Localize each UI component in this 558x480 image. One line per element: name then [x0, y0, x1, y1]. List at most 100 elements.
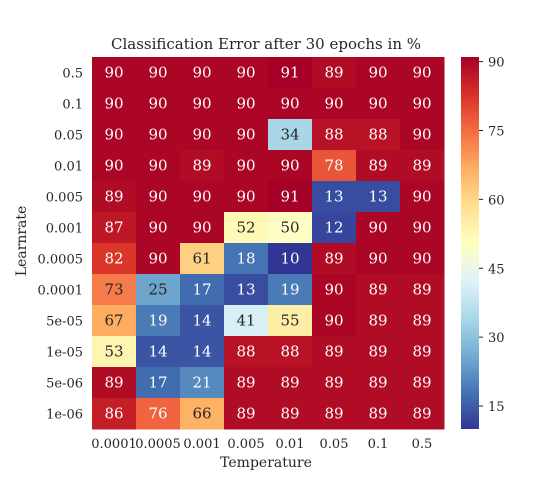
heatmap-cell — [180, 243, 225, 275]
y-tick-label: 5e-06 — [46, 377, 83, 392]
heatmap-cell — [136, 181, 181, 213]
heatmap-cell — [400, 305, 445, 337]
heatmap-cell — [400, 243, 445, 275]
heatmap-cell — [180, 181, 225, 213]
heatmap-cell — [136, 274, 181, 306]
cell-value-label: 89 — [192, 157, 211, 175]
heatmap-cell — [224, 274, 269, 306]
cell-value-label: 19 — [280, 281, 299, 299]
heatmap-cell — [92, 150, 137, 182]
heatmap-cell — [400, 119, 445, 151]
cell-value-label: 14 — [148, 343, 167, 361]
cell-value-label: 90 — [148, 188, 167, 206]
heatmap-cell — [312, 367, 357, 399]
heatmap-cell — [224, 305, 269, 337]
heatmap-cell — [356, 57, 401, 89]
heatmap-cell — [400, 181, 445, 213]
x-tick-label: 0.001 — [183, 437, 220, 452]
heatmap-cell — [268, 88, 313, 120]
cell-value-label: 91 — [280, 64, 299, 82]
cell-value-label: 90 — [148, 250, 167, 268]
heatmap-cell — [136, 212, 181, 244]
heatmap-cell — [136, 88, 181, 120]
heatmap-cell — [400, 150, 445, 182]
heatmap-cell — [312, 243, 357, 275]
heatmap-cell — [92, 274, 137, 306]
cell-value-label: 82 — [104, 250, 123, 268]
heatmap-cell — [92, 367, 137, 399]
heatmap-cell — [136, 398, 181, 430]
colorbar-gradient — [461, 57, 479, 429]
heatmap-cell — [92, 181, 137, 213]
heatmap-cell — [92, 212, 137, 244]
colorbar: 15 30 45 60 75 90 — [461, 56, 505, 429]
cell-value-label: 89 — [324, 405, 343, 423]
heatmap-cell — [268, 398, 313, 430]
heatmap-cell — [400, 336, 445, 368]
cell-value-label: 90 — [104, 95, 123, 113]
cell-value-label: 90 — [412, 188, 431, 206]
heatmap-cell — [268, 243, 313, 275]
x-tick-label: 0.5 — [412, 437, 433, 452]
cell-value-label: 90 — [368, 250, 387, 268]
heatmap-cell — [224, 367, 269, 399]
cell-value-label: 90 — [412, 219, 431, 237]
heatmap-cell — [400, 367, 445, 399]
cell-value-label: 13 — [236, 281, 255, 299]
cell-value-label: 91 — [280, 188, 299, 206]
heatmap-cell — [92, 398, 137, 430]
cell-value-label: 13 — [368, 188, 387, 206]
heatmap-cell — [92, 57, 137, 89]
cell-value-label: 52 — [236, 219, 255, 237]
cell-value-label: 89 — [236, 374, 255, 392]
colorbar-tick-label: 30 — [488, 331, 505, 346]
heatmap-cell — [224, 150, 269, 182]
heatmap-cell — [400, 398, 445, 430]
cell-value-label: 21 — [192, 374, 211, 392]
heatmap-cell — [400, 212, 445, 244]
heatmap-cell — [180, 305, 225, 337]
heatmap-cell — [180, 119, 225, 151]
cell-value-label: 89 — [368, 405, 387, 423]
cell-value-label: 90 — [412, 95, 431, 113]
cell-value-label: 90 — [368, 64, 387, 82]
cell-value-label: 12 — [324, 219, 343, 237]
heatmap-cell — [136, 243, 181, 275]
cell-value-label: 66 — [192, 405, 211, 423]
heatmap-cell — [356, 336, 401, 368]
x-tick-label: 0.01 — [276, 437, 305, 452]
cell-value-label: 76 — [148, 405, 167, 423]
heatmap-cell — [224, 88, 269, 120]
heatmap-cell — [224, 57, 269, 89]
cell-value-label: 18 — [236, 250, 255, 268]
heatmap-cell — [92, 336, 137, 368]
heatmap-cell — [92, 243, 137, 275]
cell-value-label: 90 — [236, 126, 255, 144]
x-tick-label: 0.05 — [320, 437, 349, 452]
heatmap-cell — [312, 398, 357, 430]
cell-value-label: 87 — [104, 219, 123, 237]
x-tick-label: 0.0001 — [91, 437, 137, 452]
cell-value-label: 89 — [324, 374, 343, 392]
cell-value-label: 89 — [412, 374, 431, 392]
cell-value-label: 90 — [148, 126, 167, 144]
heatmap-cell — [268, 305, 313, 337]
heatmap-cell — [136, 57, 181, 89]
colorbar-tick-label: 45 — [488, 262, 505, 277]
cell-value-label: 90 — [148, 157, 167, 175]
cell-value-label: 89 — [368, 312, 387, 330]
cell-value-label: 34 — [280, 126, 299, 144]
heatmap-cell — [136, 119, 181, 151]
cell-value-label: 90 — [192, 188, 211, 206]
cell-value-label: 90 — [104, 64, 123, 82]
heatmap-cell — [312, 57, 357, 89]
heatmap-cell — [356, 88, 401, 120]
x-tick-label: 0.1 — [368, 437, 389, 452]
cell-value-label: 90 — [236, 157, 255, 175]
cell-value-label: 61 — [192, 250, 211, 268]
cell-value-label: 89 — [324, 64, 343, 82]
cell-value-label: 86 — [104, 405, 123, 423]
y-tick-label: 0.005 — [46, 191, 83, 206]
heatmap-cell — [268, 336, 313, 368]
heatmap-cell — [356, 367, 401, 399]
